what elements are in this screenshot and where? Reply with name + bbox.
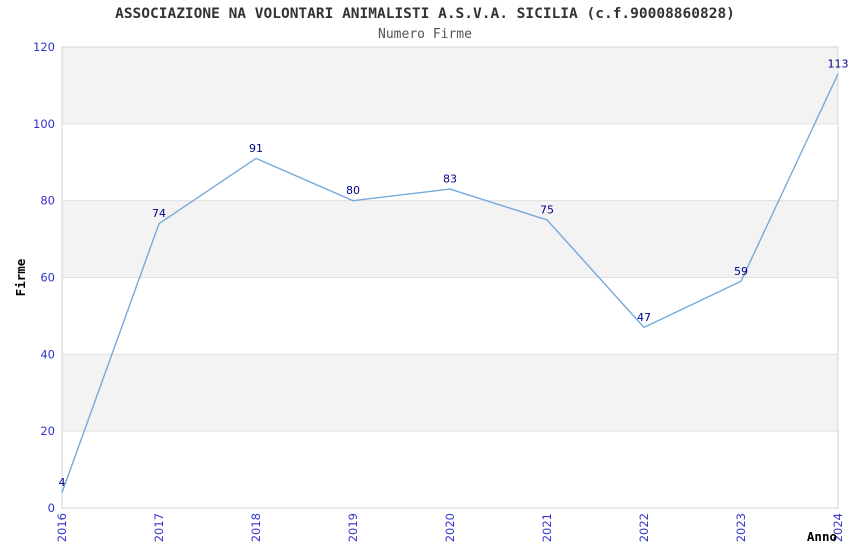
data-label: 59 [734, 265, 748, 278]
data-label: 4 [59, 476, 66, 489]
background-bands [62, 47, 838, 432]
series-line [61, 73, 839, 493]
y-tick-label: 120 [33, 40, 55, 54]
y-tick-label: 40 [40, 347, 55, 361]
data-label: 47 [637, 311, 651, 324]
y-tick-label: 20 [40, 424, 55, 438]
y-tick-label: 100 [33, 117, 55, 131]
y-tick-label: 80 [40, 194, 55, 208]
x-tick-label: 2023 [734, 513, 748, 542]
y-axis-title: Firme [13, 258, 28, 296]
plot-border [61, 46, 839, 509]
data-label: 74 [152, 207, 166, 220]
data-label: 91 [249, 142, 263, 155]
x-axis-title: Anno [807, 529, 837, 544]
data-labels: 4 74 91 80 83 75 47 59 113 [59, 57, 849, 489]
x-tick-label: 2017 [152, 513, 166, 542]
chart-title: ASSOCIAZIONE NA VOLONTARI ANIMALISTI A.S… [115, 6, 735, 22]
data-label: 83 [443, 173, 457, 186]
y-tick-label: 60 [40, 271, 55, 285]
x-tick-label: 2016 [55, 513, 69, 542]
x-tick-label: 2020 [443, 513, 457, 542]
x-tick-label: 2022 [637, 513, 651, 542]
x-axis-tick-labels: 2016 2017 2018 2019 2020 2021 2022 2023 2024 [55, 513, 845, 542]
data-label: 113 [828, 57, 849, 70]
data-label: 80 [346, 184, 360, 197]
x-tick-label: 2021 [540, 513, 554, 542]
y-tick-label: 0 [48, 501, 55, 515]
x-tick-label: 2024 [831, 513, 845, 542]
chart-subtitle: Numero Firme [378, 27, 472, 42]
x-tick-label: 2018 [249, 513, 263, 542]
y-gridlines [62, 123, 838, 432]
data-label: 75 [540, 203, 554, 216]
x-tick-label: 2019 [346, 513, 360, 542]
y-axis-tick-labels: 0 20 40 60 80 100 120 [33, 40, 55, 515]
